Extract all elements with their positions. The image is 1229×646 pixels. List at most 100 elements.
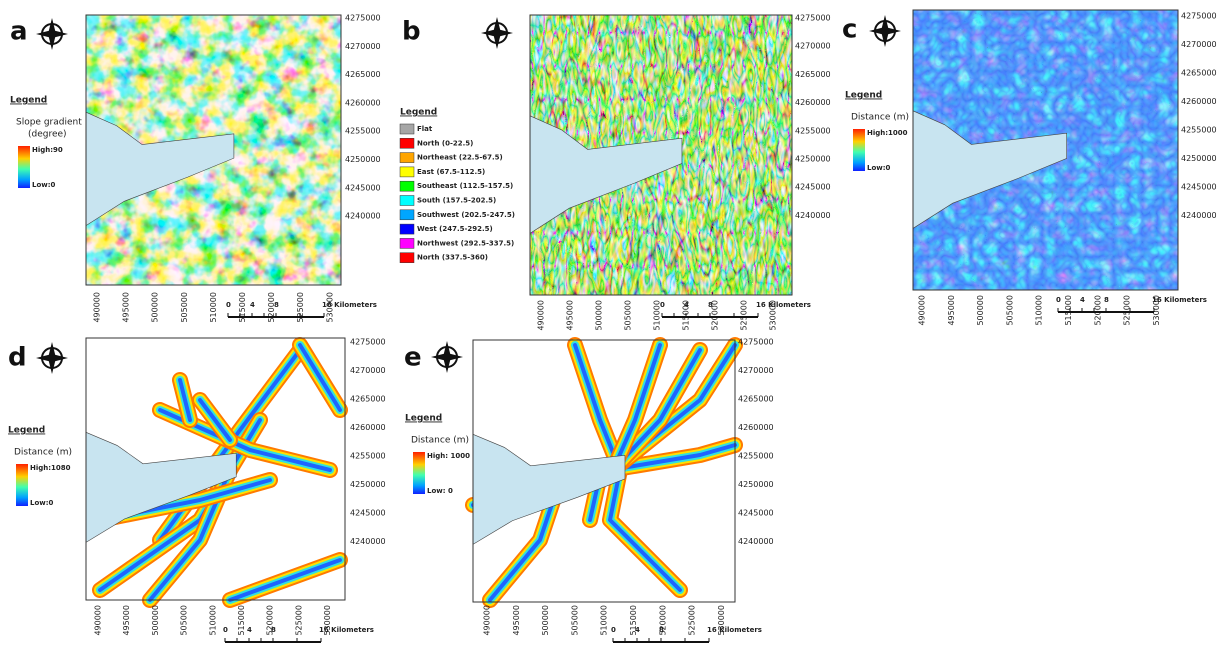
y-tick-label: 4245000 [738,509,774,518]
x-tick-label: 500000 [151,292,160,323]
legend-low: Low:0 [30,499,54,507]
x-tick-label: 505000 [180,292,189,323]
y-tick-label: 4265000 [795,70,831,79]
x-tick-label: 505000 [570,605,579,636]
y-tick-label: 4260000 [738,423,774,432]
y-tick-label: 4265000 [345,70,381,79]
legend-low: Low: 0 [427,487,453,495]
scale-label: 16 Kilometers [322,301,377,309]
legend-swatch [400,224,414,234]
legend-swatch [400,167,414,177]
scale-label: 0 [223,626,228,634]
y-tick-label: 4245000 [1181,183,1217,192]
x-tick-label: 490000 [537,300,546,331]
y-tick-label: 4260000 [350,423,386,432]
y-tick-label: 4255000 [350,452,386,461]
y-tick-label: 4270000 [345,42,381,51]
x-tick-label: 500000 [976,295,985,326]
legend-title: Legend [8,426,45,436]
legend-high: High:90 [32,146,63,154]
x-tick-label: 490000 [94,605,103,636]
legend-label: Slope gradient [16,118,82,128]
y-tick-label: 4275000 [795,14,831,23]
y-tick-label: 4245000 [795,183,831,192]
x-tick-label: 495000 [512,605,521,636]
y-tick-label: 4240000 [350,537,386,546]
panel-letter: e [404,343,422,373]
color-ramp [16,464,28,506]
legend-title: Legend [400,108,437,118]
legend-entry: Northwest (292.5-337.5) [417,239,514,247]
legend-title: Legend [405,414,442,424]
x-tick-label: 505000 [180,605,189,636]
legend-entry: Southeast (112.5-157.5) [417,182,513,190]
y-tick-label: 4275000 [350,338,386,347]
x-tick-label: 520000 [1093,295,1102,326]
y-tick-label: 4250000 [795,155,831,164]
legend-entry: Flat [417,125,433,133]
y-tick-label: 4265000 [350,395,386,404]
color-ramp [853,129,865,171]
legend-swatch [400,181,414,191]
north-arrow [36,18,68,50]
legend-title: Legend [845,91,882,101]
legend-entry: North (337.5-360) [417,254,488,262]
y-tick-label: 4255000 [738,452,774,461]
legend-swatch [400,138,414,148]
legend-swatch [400,253,414,263]
scale-label: 8 [1104,296,1109,304]
legend-entry: East (67.5-112.5) [417,168,485,176]
panel-letter: d [8,343,27,373]
legend-entry: West (247.5-292.5) [417,225,493,233]
y-tick-label: 4275000 [738,338,774,347]
y-tick-label: 4265000 [1181,69,1217,78]
scale-label: 8 [708,301,713,309]
scale-label: 4 [684,301,689,309]
y-tick-label: 4270000 [350,366,386,375]
scale-label: 4 [247,626,252,634]
scale-label: 4 [635,626,640,634]
y-tick-label: 4255000 [795,126,831,135]
legend-entry: North (0-22.5) [417,139,473,147]
x-tick-label: 515000 [237,605,246,636]
scale-label: 8 [274,301,279,309]
y-tick-label: 4240000 [1181,211,1217,220]
scale-label: 16 Kilometers [707,626,762,634]
x-tick-label: 510000 [600,605,609,636]
color-ramp [18,146,30,188]
y-tick-label: 4260000 [795,98,831,107]
x-tick-label: 525000 [740,300,749,331]
north-arrow [481,17,513,49]
legend-swatch [400,196,414,206]
legend-swatch [400,153,414,163]
y-tick-label: 4250000 [350,480,386,489]
panel-letter: c [842,15,857,45]
north-arrow [431,341,463,373]
y-tick-label: 4250000 [738,480,774,489]
x-tick-label: 505000 [624,300,633,331]
map-panel: a427500042700004265000426000042550004250… [10,14,381,323]
x-tick-label: 490000 [483,605,492,636]
x-tick-label: 525000 [688,605,697,636]
x-tick-label: 495000 [566,300,575,331]
legend-high: High:1080 [30,464,71,472]
scale-label: 16 Kilometers [319,626,374,634]
legend-swatch [400,210,414,220]
y-tick-label: 4240000 [795,211,831,220]
legend-low: Low:0 [867,164,891,172]
legend-high: High:1000 [867,129,908,137]
y-tick-label: 4275000 [1181,12,1217,21]
x-tick-label: 500000 [595,300,604,331]
x-tick-label: 495000 [122,292,131,323]
scale-label: 4 [250,301,255,309]
scale-label: 0 [611,626,616,634]
x-tick-label: 490000 [918,295,927,326]
x-tick-label: 525000 [294,605,303,636]
x-tick-label: 505000 [1005,295,1014,326]
scale-label: 16 Kilometers [1152,296,1207,304]
scale-label: 0 [660,301,665,309]
figure: a427500042700004265000426000042550004250… [0,0,1229,646]
legend-entry: South (157.5-202.5) [417,197,496,205]
